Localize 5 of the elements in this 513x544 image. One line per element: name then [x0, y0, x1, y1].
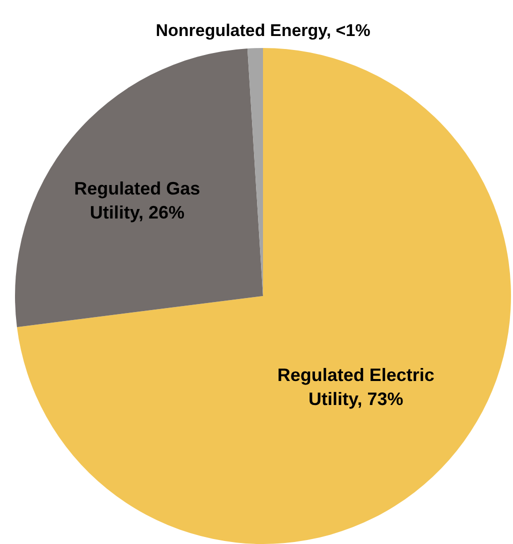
slice-label: Regulated Electric Utility, 73%: [277, 365, 434, 410]
slice-label: Regulated Gas Utility, 26%: [74, 178, 200, 222]
slice-label: Nonregulated Energy, <1%: [156, 21, 370, 40]
pie-slice: [16, 48, 511, 544]
pie-slice: [15, 48, 263, 328]
